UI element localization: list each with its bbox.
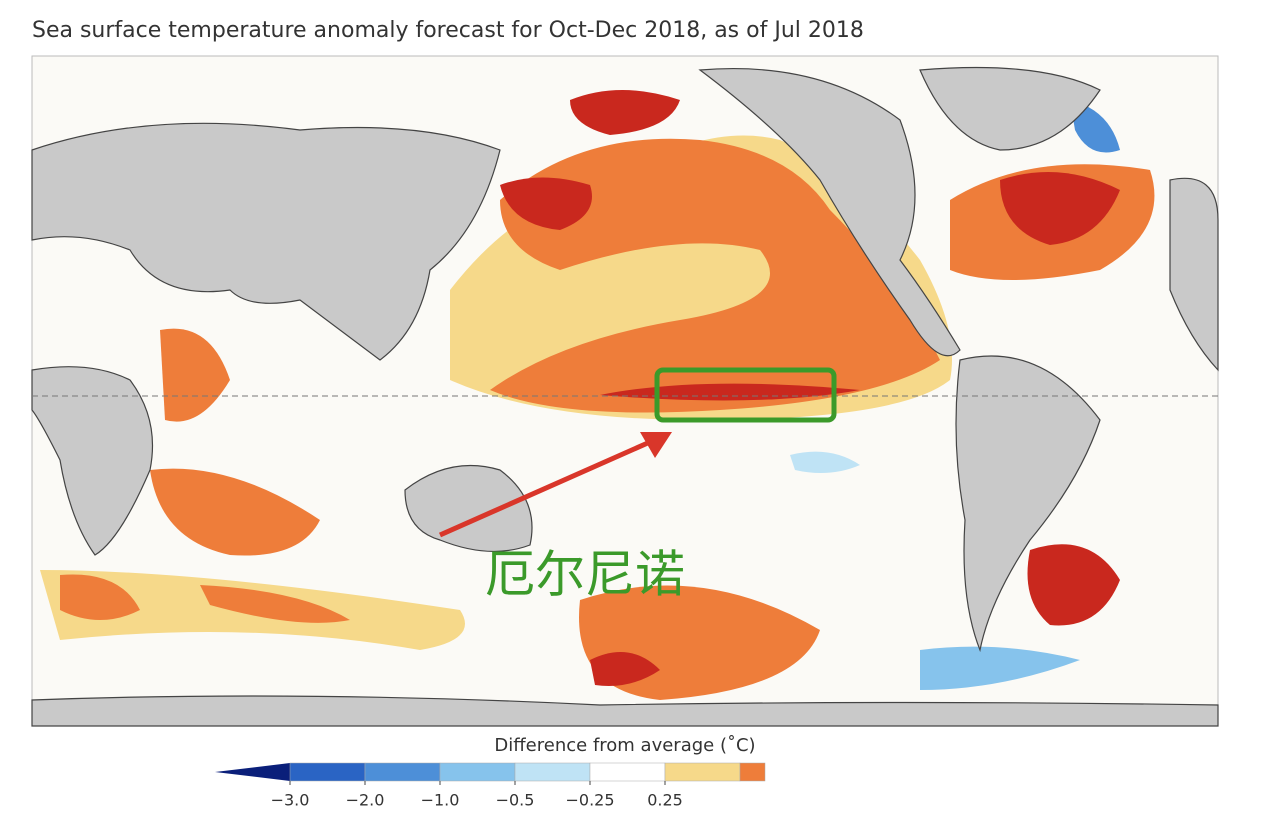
colorbar-tick-label: 0.25 xyxy=(647,791,683,810)
colorbar-tick-label: −0.25 xyxy=(565,791,614,810)
colorbar-tick-label: −2.0 xyxy=(346,791,385,810)
colorbar-segment xyxy=(289,762,366,782)
anomaly-hot xyxy=(590,652,660,686)
colorbar-tick-label: −1.0 xyxy=(421,791,460,810)
anomaly-hot xyxy=(1027,544,1120,626)
landmass-north-america xyxy=(698,66,1101,357)
nino-box xyxy=(654,367,837,423)
anomaly-hot xyxy=(570,90,680,135)
colorbar-segment xyxy=(739,762,766,782)
map-title: Sea surface temperature anomaly forecast… xyxy=(32,18,864,43)
colorbar-segment xyxy=(589,762,666,782)
colorbar-segment xyxy=(439,762,516,782)
colorbar-label: Difference from average (˚C) xyxy=(494,735,755,756)
colorbar-tick-label: −0.5 xyxy=(496,791,535,810)
colorbar-segment xyxy=(664,762,741,782)
map: 厄尔尼诺 xyxy=(31,55,1219,727)
landmass-europe-edge xyxy=(1169,177,1219,372)
anomaly-hot xyxy=(500,177,592,230)
anomaly-warm xyxy=(160,328,230,422)
arrow-shaft xyxy=(438,439,652,538)
landmass-south-america xyxy=(955,355,1101,653)
colorbar-segment xyxy=(364,762,441,782)
anomaly-warm xyxy=(60,574,350,623)
landmass-eurasia xyxy=(31,122,501,361)
anomaly-warm xyxy=(490,138,940,413)
annotation: 厄尔尼诺 xyxy=(485,546,685,604)
landmass-australia xyxy=(404,464,533,552)
colorbar-end xyxy=(215,763,290,781)
anomaly-hot xyxy=(1000,172,1120,245)
arrow-head xyxy=(640,432,672,458)
landmass-antarctica xyxy=(31,695,1219,727)
colorbar-segment xyxy=(514,762,591,782)
anomaly-warm xyxy=(150,468,320,556)
colorbar: −3.0 −2.0 −1.0 −0.5 −0.25 0.25 xyxy=(215,762,766,810)
colorbar-tick-label: −3.0 xyxy=(271,791,310,810)
anomaly-cool xyxy=(790,451,860,474)
landmass-africa xyxy=(31,366,153,556)
anomaly-cool xyxy=(920,646,1080,690)
